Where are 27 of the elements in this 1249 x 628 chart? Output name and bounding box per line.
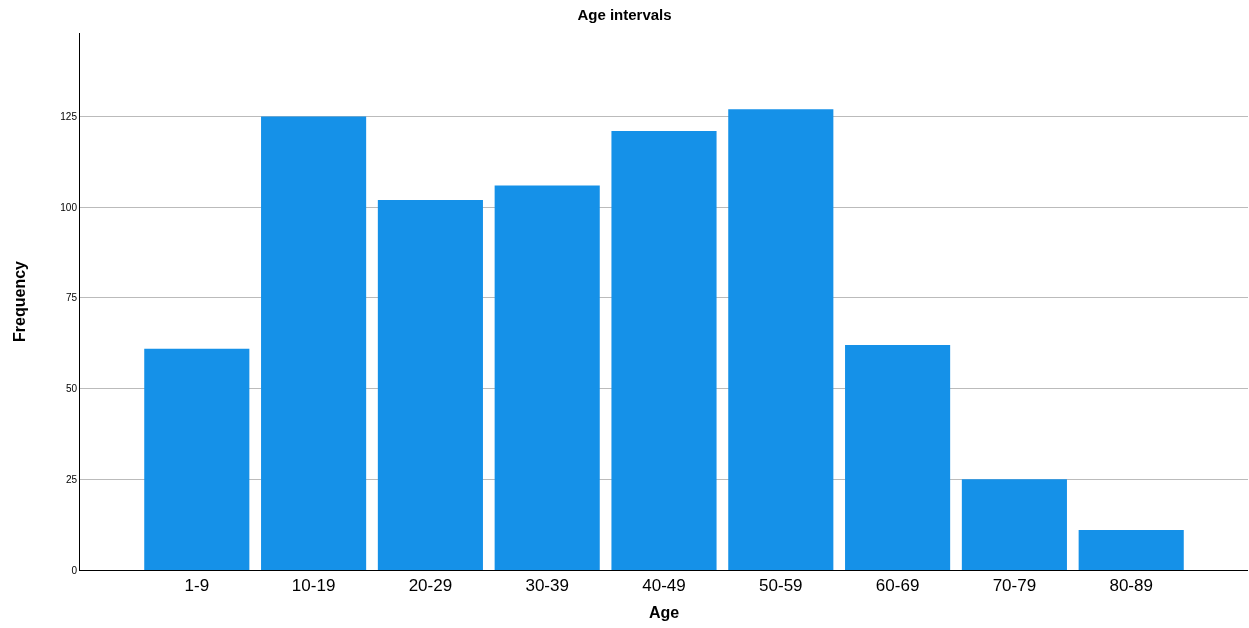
- y-tick-label: 125: [60, 110, 78, 122]
- x-tick-label: 50-59: [759, 576, 803, 596]
- bar: [144, 348, 250, 570]
- x-tick-label: 20-29: [408, 576, 453, 596]
- bar: [261, 116, 367, 570]
- x-axis-title: Age: [648, 604, 680, 622]
- bar: [377, 199, 483, 570]
- bar: [961, 479, 1067, 570]
- bar: [845, 345, 951, 570]
- y-tick-label: 0: [71, 564, 78, 576]
- y-tick-label: 25: [65, 473, 78, 485]
- bar: [1078, 530, 1184, 570]
- x-tick-label: 80-89: [1109, 576, 1153, 596]
- x-tick-label: 70-79: [992, 576, 1037, 596]
- y-tick-label: 50: [65, 383, 78, 395]
- bar: [611, 130, 717, 570]
- y-tick-label: 100: [60, 201, 78, 213]
- x-tick-label: 30-39: [525, 576, 569, 596]
- x-tick-label: 1-9: [184, 576, 210, 596]
- y-axis-title: Frequency: [11, 260, 29, 342]
- bar: [728, 109, 834, 570]
- x-tick-label: 10-19: [291, 576, 336, 596]
- y-tick-label: 75: [65, 292, 78, 304]
- chart-title: Age intervals: [577, 5, 672, 23]
- bar: [494, 185, 600, 570]
- x-tick-label: 60-69: [875, 576, 920, 596]
- x-tick-label: 40-49: [642, 576, 686, 596]
